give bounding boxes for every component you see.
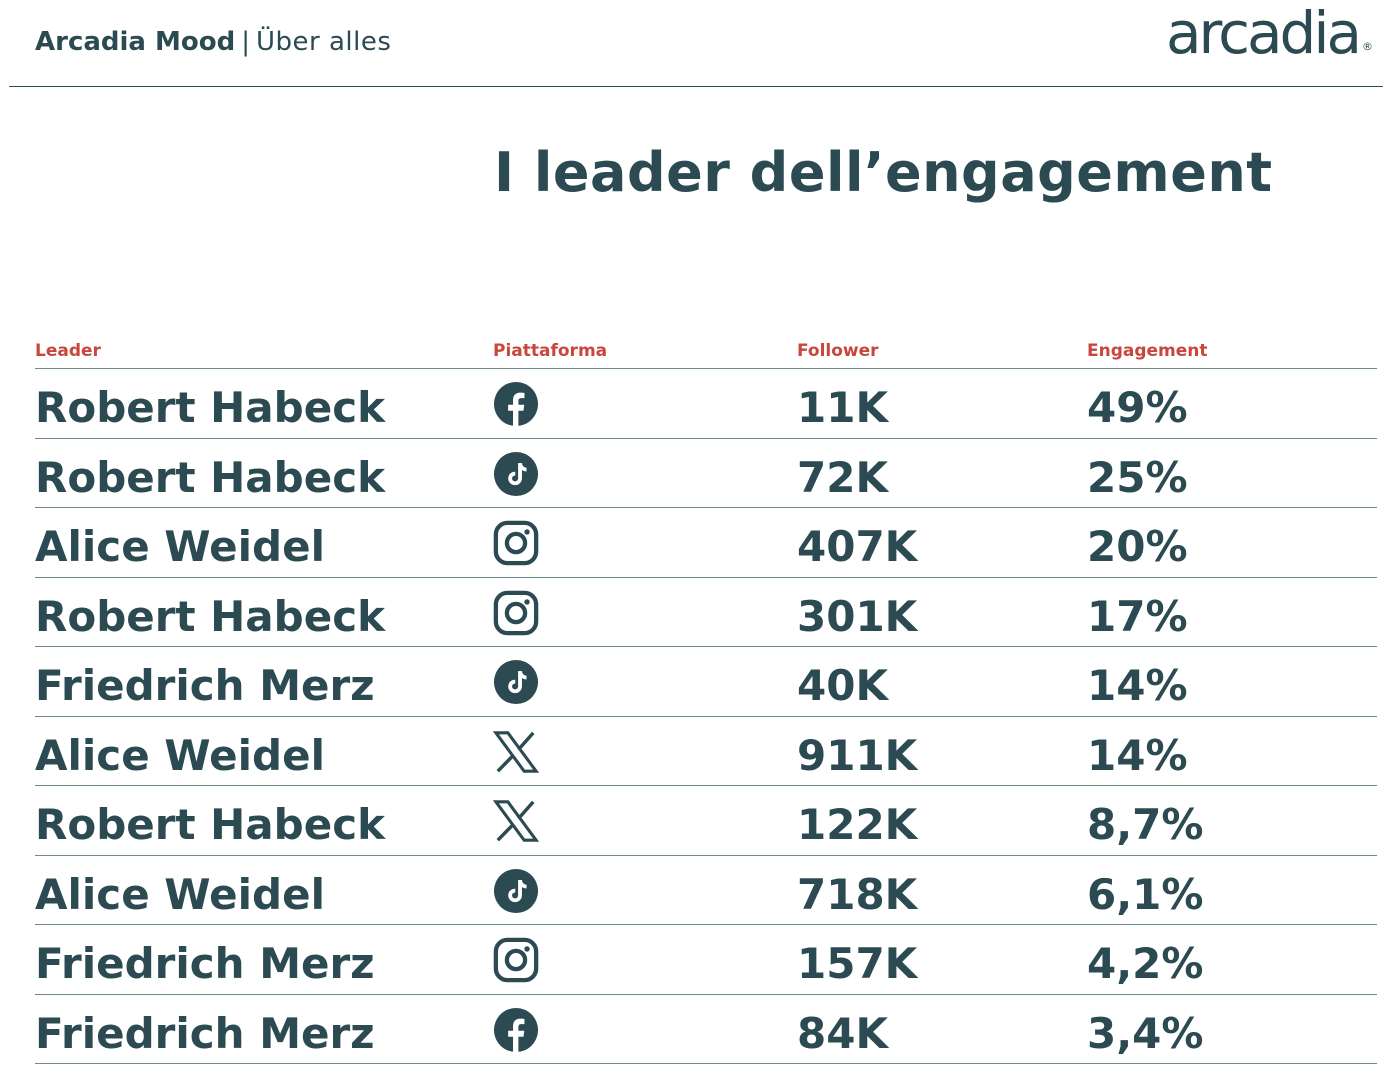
leader-name: Alice Weidel bbox=[35, 522, 325, 571]
logo-text: arcadia bbox=[1165, 0, 1362, 67]
follower-count: 84K bbox=[797, 1008, 888, 1058]
brand-line: Arcadia Mood | Über alles bbox=[35, 26, 391, 58]
follower-count: 911K bbox=[797, 730, 918, 780]
header-divider bbox=[9, 86, 1383, 87]
engagement-rate: 14% bbox=[1087, 661, 1188, 710]
table-row: Robert Habeck 122K 8,7% bbox=[35, 786, 1377, 856]
table-row: Alice Weidel 911K 14% bbox=[35, 717, 1377, 786]
leader-name: Robert Habeck bbox=[35, 800, 386, 849]
instagram-icon bbox=[493, 937, 541, 985]
table-row: Robert Habeck 72K 25% bbox=[35, 439, 1377, 508]
column-header-follower: Follower bbox=[797, 341, 879, 361]
registered-mark: ® bbox=[1362, 40, 1373, 53]
table-row: Friedrich Merz 157K 4,2% bbox=[35, 925, 1377, 995]
leader-name: Alice Weidel bbox=[35, 869, 325, 919]
engagement-rate: 6,1% bbox=[1087, 869, 1204, 919]
tiktok-icon bbox=[493, 659, 541, 707]
page-header: Arcadia Mood | Über alles arcadia ® bbox=[0, 0, 1392, 86]
follower-count: 122K bbox=[797, 800, 918, 849]
brand-subtitle: Über alles bbox=[256, 27, 392, 57]
x-icon bbox=[493, 729, 541, 777]
engagement-table: Leader Piattaforma Follower Engagement R… bbox=[35, 338, 1377, 1064]
follower-count: 718K bbox=[797, 869, 918, 919]
leader-name: Robert Habeck bbox=[35, 591, 386, 641]
leader-name: Friedrich Merz bbox=[35, 661, 375, 710]
follower-count: 301K bbox=[797, 591, 918, 641]
brand-name: Arcadia Mood bbox=[35, 27, 236, 57]
column-header-engagement: Engagement bbox=[1087, 341, 1208, 361]
arcadia-logo: arcadia ® bbox=[1165, 0, 1373, 67]
brand-separator: | bbox=[241, 27, 250, 57]
table-row: Robert Habeck 11K 49% bbox=[35, 369, 1377, 439]
engagement-rate: 14% bbox=[1087, 730, 1188, 780]
instagram-icon bbox=[493, 520, 541, 568]
facebook-icon bbox=[493, 1007, 541, 1055]
table-row: Friedrich Merz 40K 14% bbox=[35, 647, 1377, 717]
x-icon bbox=[493, 798, 541, 846]
instagram-icon bbox=[493, 590, 541, 638]
engagement-rate: 17% bbox=[1087, 591, 1188, 641]
follower-count: 407K bbox=[797, 522, 918, 571]
leader-name: Alice Weidel bbox=[35, 730, 325, 780]
tiktok-icon bbox=[493, 451, 541, 499]
table-row: Alice Weidel 718K 6,1% bbox=[35, 856, 1377, 925]
facebook-icon bbox=[493, 381, 541, 429]
follower-count: 11K bbox=[797, 383, 888, 432]
leader-name: Friedrich Merz bbox=[35, 1008, 375, 1058]
leader-name: Robert Habeck bbox=[35, 452, 386, 502]
engagement-rate: 4,2% bbox=[1087, 939, 1204, 988]
table-row: Friedrich Merz 84K 3,4% bbox=[35, 995, 1377, 1064]
page-title: I leader dell’engagement bbox=[494, 141, 1273, 204]
engagement-rate: 3,4% bbox=[1087, 1008, 1204, 1058]
table-row: Alice Weidel 407K 20% bbox=[35, 508, 1377, 578]
follower-count: 157K bbox=[797, 939, 918, 988]
follower-count: 40K bbox=[797, 661, 888, 710]
engagement-rate: 25% bbox=[1087, 452, 1188, 502]
engagement-rate: 8,7% bbox=[1087, 800, 1204, 849]
leader-name: Friedrich Merz bbox=[35, 939, 375, 988]
table-body: Robert Habeck 11K 49% Robert Habeck 72K 25%… bbox=[35, 369, 1377, 1064]
engagement-rate: 49% bbox=[1087, 383, 1188, 432]
column-header-platform: Piattaforma bbox=[493, 341, 608, 361]
follower-count: 72K bbox=[797, 452, 888, 502]
tiktok-icon bbox=[493, 868, 541, 916]
engagement-rate: 20% bbox=[1087, 522, 1188, 571]
table-row: Robert Habeck 301K 17% bbox=[35, 578, 1377, 647]
leader-name: Robert Habeck bbox=[35, 383, 386, 432]
table-header: Leader Piattaforma Follower Engagement bbox=[35, 338, 1377, 369]
column-header-leader: Leader bbox=[35, 341, 101, 361]
